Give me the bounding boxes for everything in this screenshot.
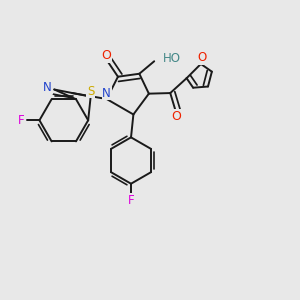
- Text: F: F: [128, 194, 134, 207]
- Text: F: F: [18, 114, 25, 127]
- Text: HO: HO: [163, 52, 181, 65]
- Text: N: N: [102, 87, 111, 100]
- Text: O: O: [198, 52, 207, 64]
- Text: O: O: [171, 110, 181, 123]
- Text: N: N: [44, 81, 52, 94]
- Text: S: S: [87, 85, 94, 98]
- Text: O: O: [101, 50, 111, 62]
